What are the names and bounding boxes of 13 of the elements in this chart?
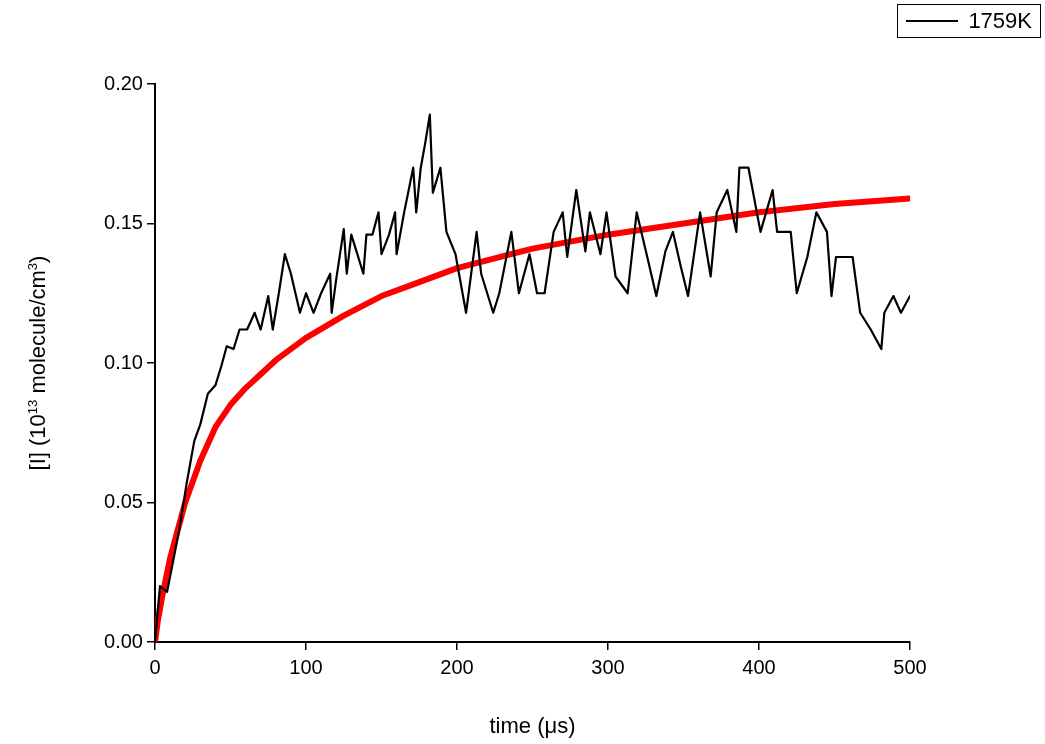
x-axis-title: time (μs) xyxy=(489,712,576,738)
y-tick-label: 0.05 xyxy=(104,490,143,513)
x-tick-label: 300 xyxy=(591,655,625,678)
y-tick-label: 0.20 xyxy=(104,71,143,94)
y-tick-label: 0.00 xyxy=(104,629,143,652)
y-tick-label: 0.10 xyxy=(104,350,143,373)
x-tick-label: 100 xyxy=(289,655,323,678)
x-tick-label: 0 xyxy=(149,655,161,678)
x-tick-label: 200 xyxy=(440,655,474,678)
y-tick-label: 0.15 xyxy=(104,211,143,234)
legend-label: 1759K xyxy=(968,8,1032,34)
x-tick-label: 400 xyxy=(742,655,776,678)
x-tick-label: 500 xyxy=(893,655,927,678)
